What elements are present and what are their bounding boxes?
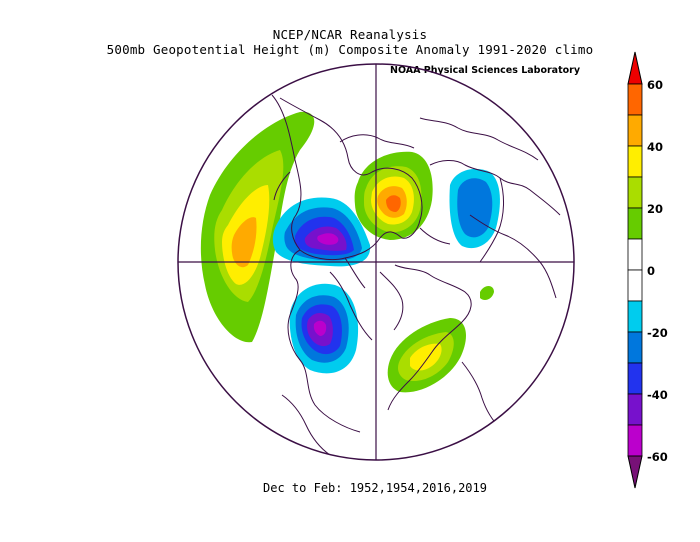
anomaly-negative-central <box>272 197 371 267</box>
anomaly-positive-pacific <box>200 111 315 343</box>
colorbar-label: 40 <box>647 140 664 154</box>
colorbar-label: 0 <box>647 264 656 278</box>
colorbar-label: 20 <box>647 202 664 216</box>
anomaly-negative-barents <box>449 168 500 249</box>
colorbar-segment <box>627 83 643 116</box>
colorbar-segment <box>627 393 643 426</box>
chart-subtitle: 500mb Geopotential Height (m) Composite … <box>106 42 594 57</box>
map-boundary <box>177 63 575 461</box>
anomaly-positive-japan <box>387 286 494 393</box>
colorbar-label: -60 <box>647 450 668 464</box>
colorbar <box>627 51 643 489</box>
colorbar-label: -40 <box>647 388 668 402</box>
colorbar-label: -20 <box>647 326 668 340</box>
colorbar-segment <box>627 145 643 178</box>
colorbar-segment <box>627 300 643 333</box>
chart-title: NCEP/NCAR Reanalysis <box>272 27 428 42</box>
anomaly-negative-siberia <box>289 283 359 374</box>
colorbar-segment <box>627 114 643 147</box>
colorbar-segment <box>627 176 643 209</box>
colorbar-segment <box>627 269 643 302</box>
anomaly-field <box>200 111 500 393</box>
anomaly-positive-greenland <box>354 151 433 240</box>
colorbar-label: 60 <box>647 78 664 92</box>
credit-label: NOAA Physical Sciences Laboratory <box>390 65 581 76</box>
colorbar-segment <box>627 424 643 457</box>
colorbar-segment <box>627 238 643 271</box>
colorbar-segment <box>627 331 643 364</box>
colorbar-bottom-arrow <box>627 455 643 489</box>
colorbar-segment <box>627 207 643 240</box>
colorbar-top-arrow <box>627 51 643 85</box>
period-label: Dec to Feb: 1952,1954,2016,2019 <box>263 481 487 495</box>
colorbar-segment <box>627 362 643 395</box>
